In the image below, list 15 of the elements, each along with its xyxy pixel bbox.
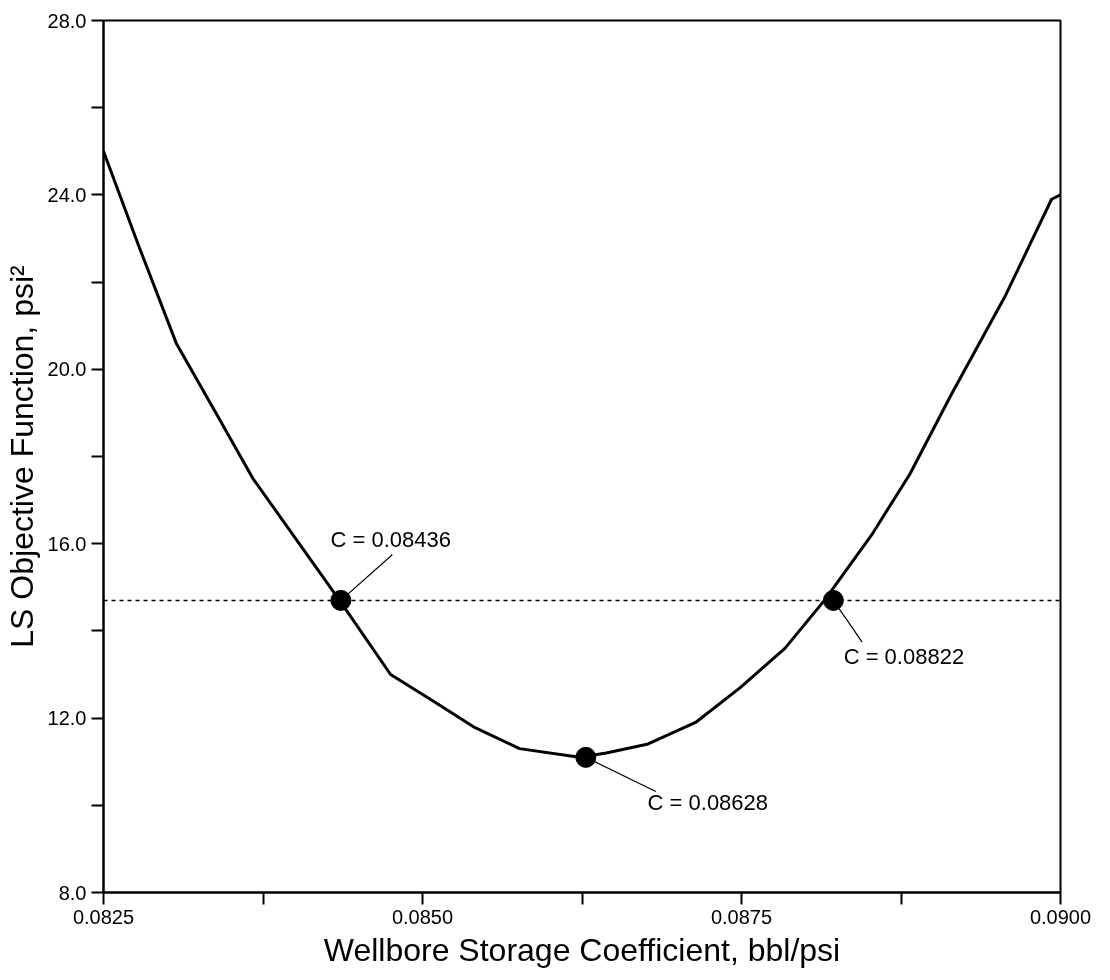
y-tick-label: 12.0 <box>47 707 87 730</box>
x-tick-label: 0.0850 <box>391 905 454 928</box>
x-tick-label: 0.0825 <box>72 905 135 928</box>
y-tick-label: 20.0 <box>47 358 87 381</box>
y-tick-label: 16.0 <box>47 532 87 555</box>
annotation: C = 0.08436 <box>330 527 452 553</box>
y-tick-label: 8.0 <box>58 881 87 904</box>
x-tick-label: 0.0900 <box>1029 905 1092 928</box>
y-tick-label: 28.0 <box>47 9 87 32</box>
y-tick-label: 24.0 <box>47 183 87 206</box>
annotation: C = 0.08628 <box>647 790 769 816</box>
y-axis-title: LS Objective Function, psi² <box>3 264 40 648</box>
x-axis-title: Wellbore Storage Coefficient, bbl/psi <box>323 931 841 968</box>
x-tick-label: 0.0875 <box>710 905 773 928</box>
annotation: C = 0.08822 <box>843 643 965 669</box>
